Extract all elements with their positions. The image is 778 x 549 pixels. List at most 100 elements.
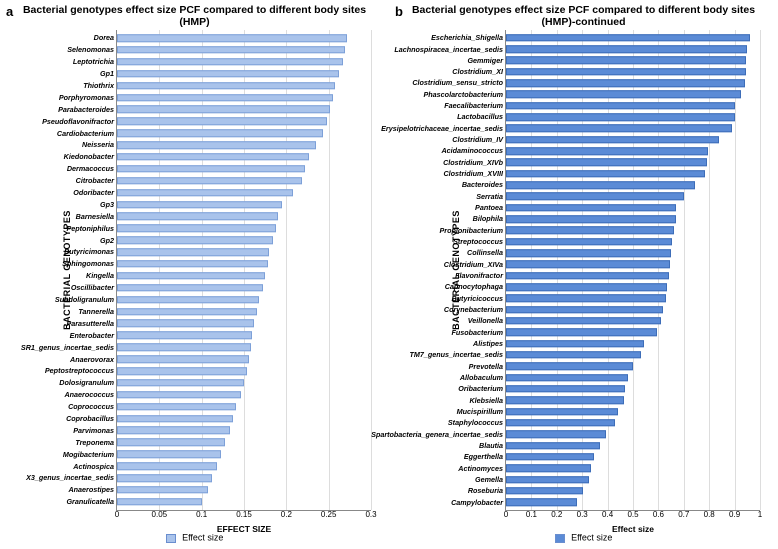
bar	[506, 215, 676, 223]
bar	[506, 193, 684, 201]
bar	[117, 343, 251, 351]
bar	[506, 181, 695, 189]
bar-row: Oscillibacter	[117, 282, 371, 294]
bar-label: Peptoniphilus	[66, 225, 117, 232]
bar-label: Enterobacter	[70, 332, 117, 339]
bar-row: Serratia	[506, 191, 760, 202]
bar-row: Clostridium_XI	[506, 66, 760, 77]
bar	[117, 403, 236, 411]
bar	[506, 125, 732, 133]
x-tick: 0.2	[551, 510, 562, 519]
panel-a-bars: DoreaSelenomonasLeptotrichiaGp1Thiothrix…	[117, 32, 371, 508]
bar-row: Anaerovorax	[117, 353, 371, 365]
bar-row: Phascolarctobacterium	[506, 89, 760, 100]
bar-row: Thiothrix	[117, 80, 371, 92]
bar-row: Propionibacterium	[506, 225, 760, 236]
bar-row: Porphyromonas	[117, 92, 371, 104]
bar-row: Eggerthella	[506, 451, 760, 462]
bar-label: Streptococcus	[453, 238, 506, 245]
bar-label: Subdoligranulum	[55, 296, 117, 303]
bar	[117, 225, 276, 233]
bar-label: Acidaminococcus	[441, 147, 506, 154]
bar	[506, 57, 746, 65]
x-tick: 0	[504, 510, 508, 519]
panel-b-xticks: 00.10.20.30.40.50.60.70.80.91	[506, 510, 760, 524]
bar-row: Anaerococcus	[117, 389, 371, 401]
bar-label: Collinsella	[467, 249, 506, 256]
bar	[506, 283, 667, 291]
bar-row: Capnocytophaga	[506, 281, 760, 292]
bar-label: Allobaculum	[460, 374, 506, 381]
bar	[506, 159, 707, 167]
bar-label: Anaerococcus	[64, 391, 117, 398]
bar-row: Peptoniphilus	[117, 222, 371, 234]
bar-label: Gp1	[100, 70, 117, 77]
bar-label: Dolosigranulum	[59, 379, 117, 386]
bar	[117, 355, 249, 363]
bar	[117, 450, 221, 458]
bar-label: Alistipes	[473, 340, 506, 347]
bar-row: Anaerostipes	[117, 484, 371, 496]
bar	[506, 261, 670, 269]
bar-row: Klebsiella	[506, 395, 760, 406]
bar-label: Corynebacterium	[444, 306, 506, 313]
x-tick: 0	[115, 510, 119, 519]
x-tick: 1	[758, 510, 762, 519]
bar-row: Barnesiella	[117, 210, 371, 222]
bar-label: Campylobacter	[451, 499, 506, 506]
bar	[506, 102, 735, 110]
x-tick: 0.7	[678, 510, 689, 519]
bar	[506, 45, 747, 53]
panel-b-chart: BACTERIAL GENOTYPES Escherichia_Shigella…	[505, 30, 760, 511]
bar	[117, 141, 316, 149]
bar-label: Veillonella	[468, 317, 506, 324]
bar	[506, 351, 641, 359]
bar-label: TM7_genus_incertae_sedis	[410, 351, 506, 358]
bar-row: Butyricimonas	[117, 246, 371, 258]
bar-label: Kiedonobacter	[64, 153, 117, 160]
grid-line	[760, 30, 761, 510]
bar	[117, 213, 278, 221]
bar-label: Pantoea	[475, 204, 506, 211]
panel-a-xticks: 00.050.10.150.20.250.3	[117, 510, 371, 524]
bar-row: Actinospica	[117, 460, 371, 472]
panel-a: a Bacterial genotypes effect size PCF co…	[0, 0, 389, 549]
bar-row: Odoribacter	[117, 187, 371, 199]
bar-label: Clostridium_XVIII	[443, 170, 506, 177]
bar-label: Blautia	[479, 442, 506, 449]
bar-row: Gp3	[117, 199, 371, 211]
bar-label: Eggerthella	[464, 453, 506, 460]
bar	[117, 296, 259, 304]
bar-label: Gemella	[475, 476, 506, 483]
bar-row: Mogibacterium	[117, 448, 371, 460]
x-tick: 0.25	[321, 510, 337, 519]
bar-label: Porphyromonas	[59, 94, 117, 101]
bar	[117, 201, 282, 209]
bar	[117, 177, 302, 185]
bar-row: Clostridium_XIVb	[506, 157, 760, 168]
bar	[117, 58, 343, 66]
bar-label: Lactobacillus	[457, 113, 506, 120]
bar	[506, 170, 705, 178]
bar-label: Actinomyces	[458, 465, 506, 472]
panel-b-legend-text: Effect size	[571, 533, 612, 543]
bar	[117, 34, 347, 42]
bar-row: Faecalibacterium	[506, 100, 760, 111]
bar	[506, 34, 750, 42]
bar-row: Erysipelotrichaceae_incertae_sedis	[506, 123, 760, 134]
panel-a-title: Bacterial genotypes effect size PCF comp…	[6, 4, 383, 28]
bar-row: Dolosigranulum	[117, 377, 371, 389]
bar-label: Kingella	[86, 272, 117, 279]
bar-row: Lactobacillus	[506, 111, 760, 122]
bar-label: Oribacterium	[458, 385, 506, 392]
bar-label: Parvimonas	[73, 427, 117, 434]
bar-row: Pseudoflavonifractor	[117, 115, 371, 127]
bar-row: Gemella	[506, 474, 760, 485]
bar-label: Treponema	[75, 439, 117, 446]
bar-label: Gemmiger	[467, 57, 506, 64]
bar-row: Fusobacterium	[506, 327, 760, 338]
bar-label: Prevotella	[469, 363, 506, 370]
bar-row: Coprobacillus	[117, 413, 371, 425]
bar-label: Spartobacteria_genera_incertae_sedis	[371, 431, 506, 438]
bar-label: Gp3	[100, 201, 117, 208]
